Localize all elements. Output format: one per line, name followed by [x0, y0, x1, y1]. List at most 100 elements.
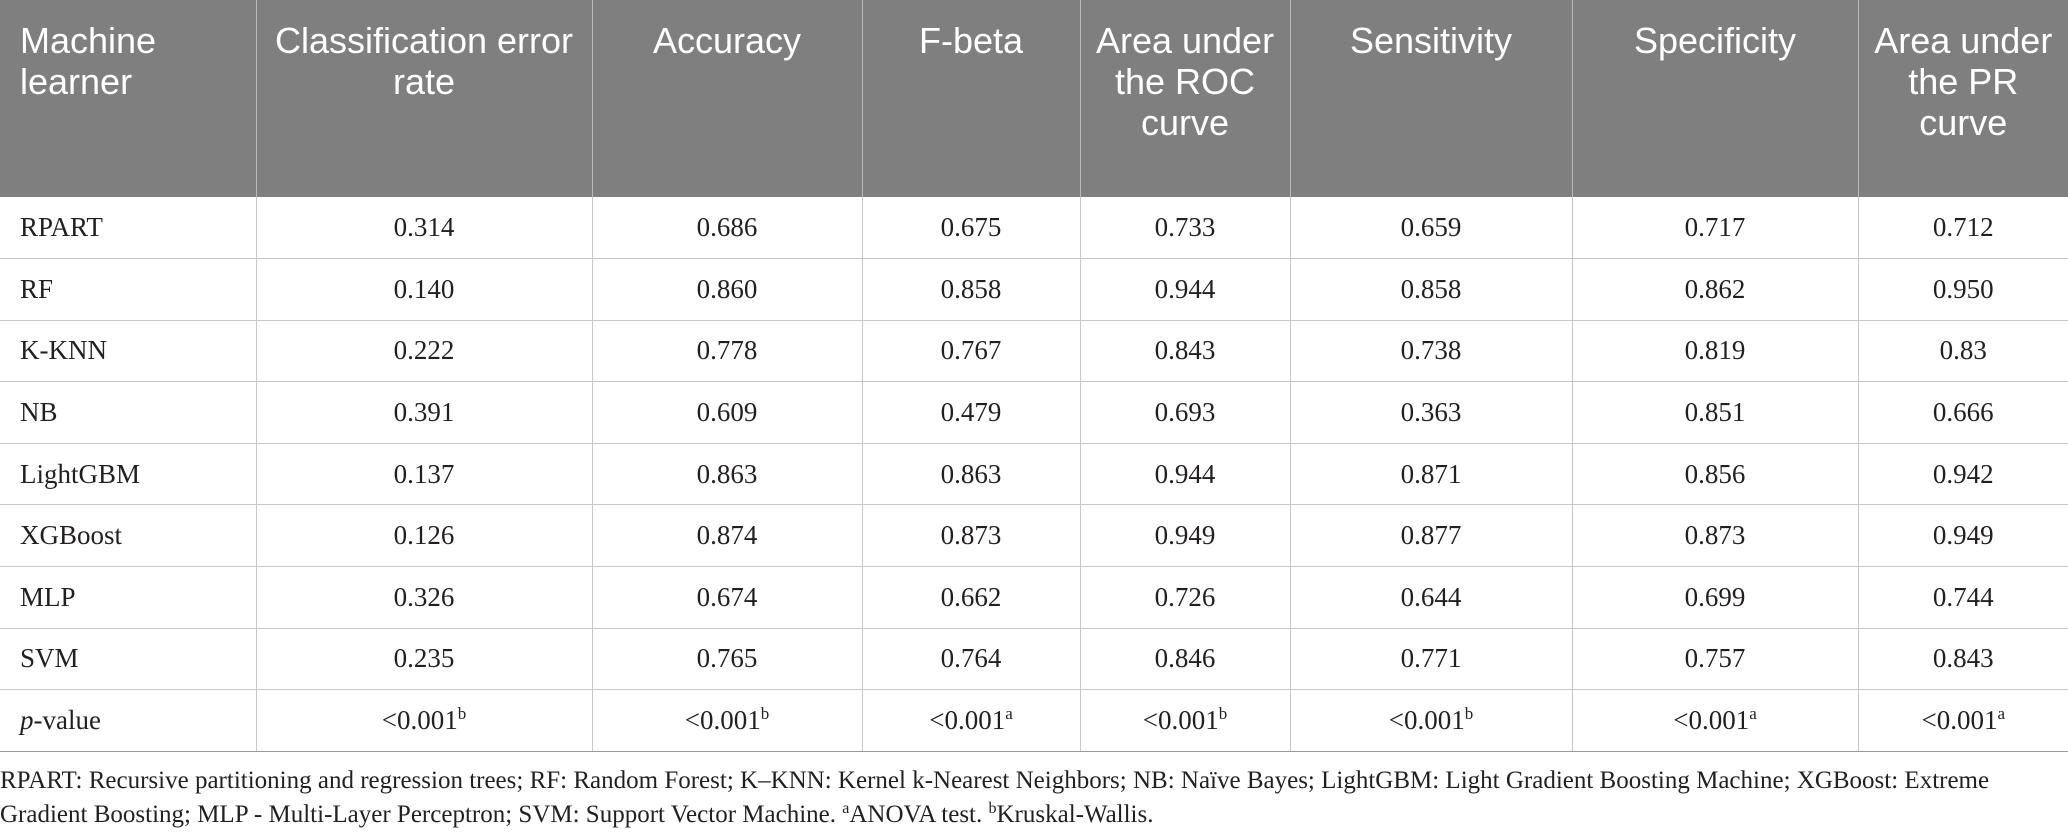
row-label-cell: SVM: [0, 628, 256, 691]
pvalue-label-cell: p-value: [0, 689, 256, 752]
value-cell: 0.717: [1571, 197, 1858, 260]
pvalue-superscript: b: [1218, 704, 1228, 724]
value-cell: 0.949: [1857, 504, 2068, 568]
header-row: Machine learner Classification error rate…: [0, 0, 2068, 197]
value-cell: 0.137: [255, 443, 592, 506]
value-cell: 0.726: [1079, 566, 1290, 629]
column-header: Accuracy: [591, 0, 862, 197]
row-label-cell: XGBoost: [0, 504, 256, 568]
column-header: Area under the PR curve: [1857, 0, 2068, 197]
value-cell: 0.235: [255, 628, 592, 691]
pvalue-value: <0.001: [1673, 705, 1750, 736]
column-header: Classification error rate: [255, 0, 592, 197]
pvalue-superscript: b: [1464, 704, 1474, 724]
row-label-cell: NB: [0, 381, 256, 444]
results-table: Machine learner Classification error rate…: [0, 0, 2068, 752]
table-row: XGBoost 0.126 0.874 0.873 0.949 0.877 0.873 0.9…: [0, 504, 2068, 568]
value-cell: 0.314: [255, 197, 592, 260]
value-cell: 0.686: [591, 197, 862, 260]
footnote-sup-b: b: [988, 800, 997, 817]
pvalue-superscript: b: [760, 704, 770, 724]
value-cell: 0.140: [255, 258, 592, 321]
value-cell: 0.765: [591, 628, 862, 691]
column-header: Machine learner: [0, 0, 256, 197]
pvalue-value: <0.001: [1921, 705, 1998, 736]
value-cell: 0.733: [1079, 197, 1290, 260]
pvalue-superscript: a: [1749, 704, 1757, 724]
value-cell: 0.764: [861, 628, 1080, 691]
row-label-cell: RPART: [0, 197, 256, 260]
value-cell: 0.479: [861, 381, 1080, 444]
pvalue-value: <0.001: [929, 705, 1006, 736]
value-cell: 0.819: [1571, 320, 1858, 383]
value-cell: 0.644: [1289, 566, 1572, 629]
pvalue-cell: <0.001a: [1857, 689, 2068, 752]
value-cell: 0.659: [1289, 197, 1572, 260]
table-body: RPART 0.314 0.686 0.675 0.733 0.659 0.717 0.712…: [0, 197, 2068, 752]
value-cell: 0.944: [1079, 258, 1290, 321]
row-label-cell: K-KNN: [0, 320, 256, 383]
value-cell: 0.674: [591, 566, 862, 629]
pvalue-superscript: a: [1997, 704, 2006, 724]
value-cell: 0.778: [591, 320, 862, 383]
value-cell: 0.874: [591, 504, 862, 568]
value-cell: 0.222: [255, 320, 592, 383]
pvalue-label-rest: -value: [33, 705, 101, 736]
value-cell: 0.863: [591, 443, 862, 506]
value-cell: 0.843: [1857, 628, 2068, 691]
pvalue-superscript: b: [457, 704, 467, 724]
value-cell: 0.771: [1289, 628, 1572, 691]
value-cell: 0.871: [1289, 443, 1572, 506]
results-table-container: Machine learner Classification error rate…: [0, 0, 2068, 752]
value-cell: 0.862: [1571, 258, 1858, 321]
value-cell: 0.738: [1289, 320, 1572, 383]
value-cell: 0.126: [255, 504, 592, 568]
pvalue-cell: <0.001a: [1571, 689, 1858, 752]
pvalue-cell: <0.001b: [255, 689, 592, 752]
value-cell: 0.757: [1571, 628, 1858, 691]
value-cell: 0.846: [1079, 628, 1290, 691]
column-header: Area under the ROC curve: [1079, 0, 1290, 197]
row-label-cell: MLP: [0, 566, 256, 629]
value-cell: 0.712: [1857, 197, 2068, 260]
value-cell: 0.858: [861, 258, 1080, 321]
table-row: LightGBM 0.137 0.863 0.863 0.944 0.871 0.856 0.…: [0, 443, 2068, 506]
value-cell: 0.662: [861, 566, 1080, 629]
footnote-kruskal: Kruskal-Wallis.: [996, 801, 1154, 828]
table-row: NB 0.391 0.609 0.479 0.693 0.363 0.851 0.666: [0, 381, 2068, 444]
table-row: MLP 0.326 0.674 0.662 0.726 0.644 0.699 0.744: [0, 566, 2068, 629]
value-cell: 0.858: [1289, 258, 1572, 321]
value-cell: 0.950: [1857, 258, 2068, 321]
value-cell: 0.942: [1857, 443, 2068, 506]
value-cell: 0.675: [861, 197, 1080, 260]
value-cell: 0.699: [1571, 566, 1858, 629]
value-cell: 0.609: [591, 381, 862, 444]
table-row: RPART 0.314 0.686 0.675 0.733 0.659 0.717 0.712: [0, 197, 2068, 260]
column-header: Sensitivity: [1289, 0, 1572, 197]
pvalue-label-italic: p: [20, 705, 34, 736]
value-cell: 0.767: [861, 320, 1080, 383]
value-cell: 0.843: [1079, 320, 1290, 383]
footnote-sup-a: a: [842, 800, 850, 817]
pvalue-value: <0.001: [1388, 705, 1465, 736]
pvalue-cell: <0.001a: [861, 689, 1080, 752]
table-footnote: RPART: Recursive partitioning and regres…: [0, 764, 2040, 832]
column-header: Specificity: [1571, 0, 1858, 197]
pvalue-cell: <0.001b: [591, 689, 862, 752]
value-cell: 0.83: [1857, 320, 2068, 383]
pvalue-superscript: a: [1005, 704, 1013, 724]
column-header: F-beta: [861, 0, 1080, 197]
pvalue-value: <0.001: [684, 705, 761, 736]
table-row: K-KNN 0.222 0.778 0.767 0.843 0.738 0.819 0.83: [0, 320, 2068, 383]
value-cell: 0.851: [1571, 381, 1858, 444]
pvalue-value: <0.001: [1142, 705, 1219, 736]
value-cell: 0.391: [255, 381, 592, 444]
pvalue-row: p-value <0.001b <0.001b <0.001a <0.001b <0.00…: [0, 689, 2068, 752]
table-row: RF 0.140 0.860 0.858 0.944 0.858 0.862 0.950: [0, 258, 2068, 321]
value-cell: 0.363: [1289, 381, 1572, 444]
table-header: Machine learner Classification error rate…: [0, 0, 2068, 197]
value-cell: 0.863: [861, 443, 1080, 506]
pvalue-value: <0.001: [381, 705, 458, 736]
value-cell: 0.873: [1571, 504, 1858, 568]
value-cell: 0.877: [1289, 504, 1572, 568]
